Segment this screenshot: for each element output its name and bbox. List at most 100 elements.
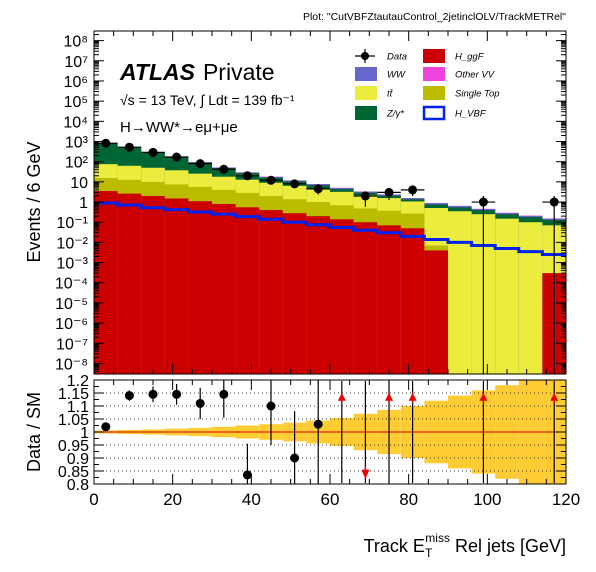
main-ytick-label-15: 10⁻⁷ [56,336,88,353]
main-y-ticks [94,30,566,375]
stacked-histogram [94,143,566,374]
ratio-xtick-label-1: 20 [163,490,182,509]
stack-bar-h-ggf-13 [400,228,425,374]
legend-left-swatch-2 [355,86,377,100]
stack-bar-h-ggf-12 [377,225,401,374]
legend-left-swatch-3 [355,106,377,120]
data-point-2 [148,147,158,157]
x-axis-label: Track ETmiss Rel jets [GeV] [364,531,566,560]
ratio-ytick-label-0: 1.2 [67,373,89,390]
data-point-6 [242,171,252,181]
ratio-ytick-label-4: 1 [80,425,89,442]
ratio-xtick-label-0: 0 [89,490,98,509]
main-ytick-label-12: 10⁻⁴ [55,276,88,293]
main-y-axis-label: Events / 6 GeV [24,141,44,262]
ratio-arrow-head-0 [337,393,346,401]
main-y-tick-labels: 10⁸ 10⁷ 10⁶ 10⁵ 10⁴ 10³ 10² 10 1 10⁻¹ 10⁻² 10⁻³ 10⁻⁴… [55,34,89,374]
legend-left-swatch-1 [355,67,377,81]
ratio-point-9 [313,419,323,429]
ratio-xtick-label-4: 80 [399,490,418,509]
ratio-ytick-label-6: 0.9 [67,451,89,468]
stack-bar-tt--18 [518,222,543,374]
main-ytick-label-0: 10⁸ [63,34,88,51]
stack-bar-h-ggf-14 [424,250,448,374]
legend-left-label-1: WW [387,70,406,81]
main-ytick-label-9: 10⁻¹ [56,215,88,232]
legend-left-label-2: tt̄ [387,89,394,100]
ratio-xtick-label-6: 120 [552,490,580,509]
legend-right-label-0: H_ggF [455,52,485,63]
data-point-13 [478,197,488,207]
ratio-arrow-head-2 [385,393,393,401]
ratio-ytick-label-2: 1.1 [67,399,89,416]
stack-bar-h-ggf-6 [235,207,260,374]
legend: Data WW tt̄ Z/γ* H_ggF Other VV Single Top H_VB… [355,49,500,121]
ratio-arrow-head-3 [408,393,417,401]
ratio-ytick-label-3: 1.05 [58,412,89,429]
stack-bar-h-ggf-9 [306,216,330,374]
ratio-arrow-head-1 [361,469,370,479]
ratio-y-axis-label: Data / SM [24,392,44,472]
ratio-points [101,380,323,484]
main-ytick-label-13: 10⁻⁵ [55,296,88,313]
main-ytick-label-5: 10³ [65,135,89,152]
ratio-point-6 [242,470,252,480]
data-point-14 [549,197,559,207]
main-ytick-label-14: 10⁻⁶ [55,316,88,333]
stack-bar-tt--17 [495,218,519,374]
legend-right-label-2: Single Top [455,89,500,100]
data-point-3 [172,152,182,162]
energy-lumi-label: √s = 13 TeV, ∫ Ldt = 139 fb⁻¹ [120,92,295,108]
data-points [94,138,566,374]
stack-bar-h-ggf-7 [259,210,283,374]
data-point-1 [124,142,134,152]
main-ytick-label-10: 10⁻² [56,235,88,252]
main-ytick-label-4: 10⁴ [63,114,88,131]
channel-label: H→WW*→eμ+μe [120,119,238,136]
ratio-point-4 [195,398,205,408]
stack-bar-h-ggf-8 [282,213,307,374]
ratio-ytick-label-5: 0.95 [58,438,89,455]
main-ytick-label-1: 10⁷ [64,54,88,71]
legend-right-label-3: H_VBF [455,109,487,120]
ratio-xtick-label-3: 60 [321,490,340,509]
main-ytick-label-6: 10² [65,155,89,172]
legend-right-line-swatch-3 [422,105,446,121]
ratio-point-1 [124,391,134,401]
data-point-5 [219,164,229,174]
stack-bar-h-ggf-4 [188,201,212,374]
ratio-point-0 [101,422,111,432]
ratio-point-8 [290,453,300,463]
ratio-point-3 [172,389,182,399]
ratio-point-5 [219,389,229,399]
data-point-11 [384,187,394,197]
plot-header-label: Plot: "CutVBFZtautauControl_2jetinclOLV/… [303,11,566,23]
ratio-xtick-label-2: 40 [242,490,261,509]
ratio-ytick-label-7: 0.85 [58,464,89,481]
main-ytick-label-3: 10⁵ [64,94,88,111]
data-point-10 [360,191,370,201]
legend-right-swatch-1 [423,67,445,81]
data-point-12 [408,185,418,195]
main-ytick-label-11: 10⁻³ [56,256,88,273]
stack-bar-tt--15 [448,211,472,374]
stack-bar-h-ggf-10 [330,219,354,374]
stack-bar-h-ggf-0 [94,191,118,374]
data-point-9 [313,184,323,194]
ratio-plot-panel: 0 20 40 60 80 100 120 1.21.151.11.0510.950.90.… [24,373,580,560]
stack-bar-h-ggf-5 [212,203,236,374]
stack-bar-h-ggf-11 [353,222,378,374]
ratio-ytick-label-1: 1.15 [58,386,89,403]
data-point-4 [195,159,205,169]
main-ytick-label-7: 10 [70,175,88,192]
legend-right-label-1: Other VV [455,70,496,81]
stack-bar-h-ggf-1 [117,193,142,374]
ratio-out-of-range-arrows [337,381,559,483]
ratio-point-2 [148,389,158,399]
ratio-point-7 [266,401,276,411]
ratio-dotted-grid [94,392,566,472]
legend-right-swatch-0 [423,49,445,63]
